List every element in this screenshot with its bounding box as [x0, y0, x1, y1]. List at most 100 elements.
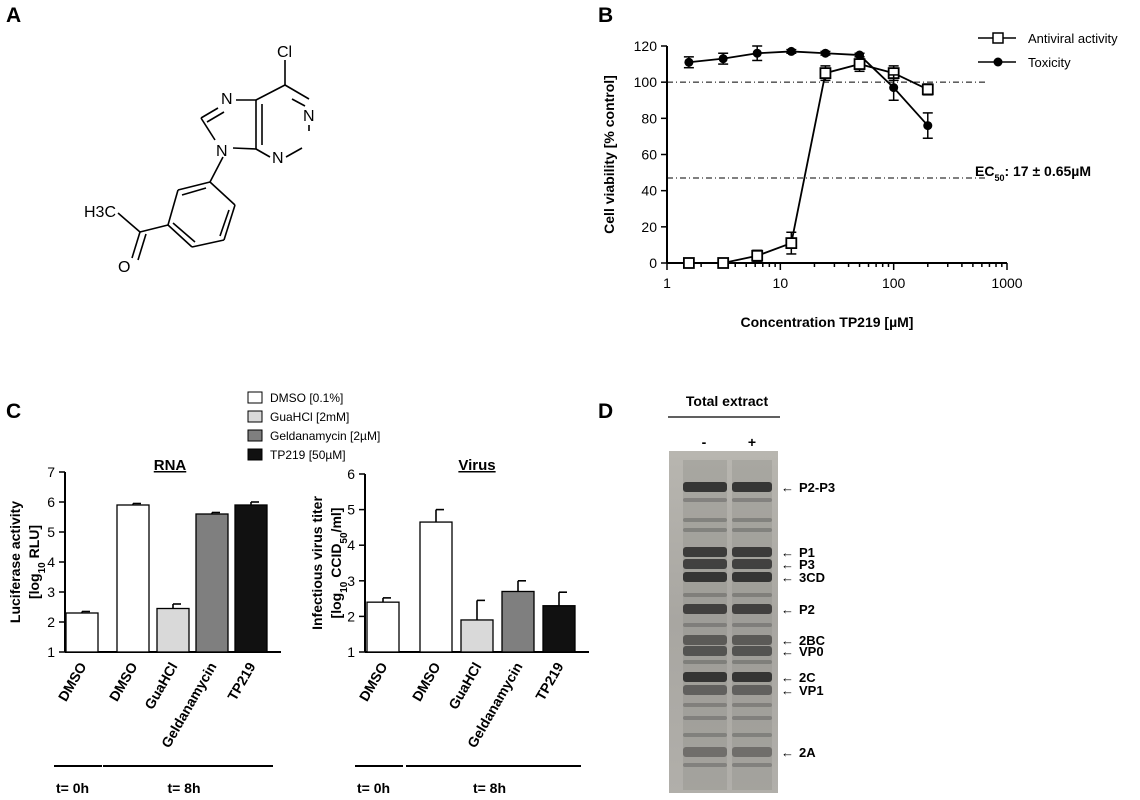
y-tick-label: 60: [641, 147, 657, 163]
y-tick-label: 2: [347, 608, 355, 624]
legend-label: GuaHCl [2mM]: [270, 410, 349, 424]
band-arrow: ←: [781, 557, 794, 572]
gel-faint-band: [732, 733, 772, 737]
gel-band: [732, 559, 772, 569]
gel-band: [683, 747, 727, 757]
panel-label-c: C: [6, 400, 22, 423]
y-tick-label: 6: [347, 466, 355, 482]
band-label: 2C: [799, 670, 816, 685]
y-axis-label-units: [log10 CCID50/ml]: [328, 508, 350, 619]
y-tick-label: 120: [634, 38, 658, 54]
x-tick-label: 1000: [991, 275, 1022, 291]
chart-title: RNA: [154, 457, 187, 474]
legend-label-antiviral: Antiviral activity: [1028, 31, 1118, 46]
band-arrow: ←: [781, 545, 794, 560]
gel-band: [732, 635, 772, 645]
bar: [419, 521, 453, 653]
legend-label: DMSO [0.1%]: [270, 391, 343, 405]
time-label-8h: t= 8h: [167, 780, 200, 796]
gel-faint-band: [732, 703, 772, 707]
y-tick-label: 4: [47, 554, 55, 570]
x-tick-label: 1: [663, 275, 671, 291]
gel-faint-band: [683, 528, 727, 532]
band-label: 3CD: [799, 570, 825, 585]
lane-label-plus: +: [748, 434, 756, 450]
band-arrow: ←: [781, 683, 794, 698]
data-point-toxicity: [684, 57, 694, 67]
gel-image: [669, 451, 778, 793]
bar: [542, 605, 576, 653]
gel-band: [732, 482, 772, 492]
gel-faint-band: [683, 733, 727, 737]
data-point-antiviral: [921, 83, 934, 96]
panel-label-a: A: [6, 4, 22, 27]
y-tick-label: 4: [347, 537, 355, 553]
data-point-antiviral: [751, 249, 764, 262]
gel-faint-band: [683, 763, 727, 767]
band-arrow: ←: [781, 602, 794, 617]
gel-band: [683, 559, 727, 569]
lane-label-minus: -: [702, 434, 707, 450]
legend-swatch: [247, 391, 263, 404]
bar: [195, 513, 229, 653]
ec50-annotation: EC50: 17 ± 0.65µM: [975, 163, 1091, 183]
data-point-toxicity: [855, 50, 865, 60]
band-arrow: ←: [781, 570, 794, 585]
legend-swatch: [247, 410, 263, 423]
gel-band: [683, 672, 727, 682]
y-axis-label: Infectious virus titer: [309, 496, 325, 630]
bar: [65, 612, 99, 653]
bar: [234, 504, 268, 653]
gel-lane: [732, 460, 772, 790]
band-label: P2-P3: [799, 480, 835, 495]
band-label: VP1: [799, 683, 824, 698]
gel-band: [732, 646, 772, 656]
bar: [460, 619, 494, 653]
gel-faint-band: [683, 593, 727, 597]
y-tick-label: 6: [47, 494, 55, 510]
gel-band: [732, 547, 772, 557]
data-point-toxicity: [752, 48, 762, 58]
panel-label-b: B: [598, 4, 614, 27]
legend-marker-toxicity: [993, 57, 1003, 67]
band-label: 2A: [799, 745, 816, 760]
gel-band: [683, 685, 727, 695]
gel-faint-band: [732, 528, 772, 532]
y-tick-label: 20: [641, 219, 657, 235]
gel-faint-band: [683, 716, 727, 720]
y-tick-label: 3: [347, 573, 355, 589]
gel-faint-band: [732, 660, 772, 664]
data-point-antiviral: [819, 67, 832, 80]
gel-faint-band: [683, 498, 727, 502]
time-label-0h: t= 0h: [357, 780, 390, 796]
gel-band: [732, 604, 772, 614]
legend-swatch: [247, 429, 263, 442]
y-tick-label: 7: [47, 464, 55, 480]
y-tick-label: 100: [634, 74, 658, 90]
gel-band: [683, 547, 727, 557]
legend-label-toxicity: Toxicity: [1028, 55, 1071, 70]
x-tick-label: 100: [882, 275, 906, 291]
bar: [156, 607, 190, 653]
data-point-antiviral: [682, 257, 695, 269]
data-point-antiviral: [785, 237, 798, 250]
data-point-toxicity: [923, 121, 933, 131]
time-label-0h: t= 0h: [56, 780, 89, 796]
y-tick-label: 5: [347, 502, 355, 518]
legend-swatch: [247, 448, 263, 461]
band-arrow: ←: [781, 745, 794, 760]
panel-label-d: D: [598, 400, 614, 423]
gel-band: [732, 685, 772, 695]
band-label: 2BC: [799, 633, 826, 648]
legend-marker-antiviral: [992, 32, 1004, 44]
bar: [116, 504, 150, 653]
y-tick-label: 1: [347, 644, 355, 660]
bar: [366, 601, 400, 653]
data-point-toxicity: [889, 83, 899, 93]
gel-faint-band: [683, 623, 727, 627]
band-arrow: ←: [781, 480, 794, 495]
band-label: VP0: [799, 644, 824, 659]
y-axis-label: Luciferase activity: [7, 501, 23, 623]
